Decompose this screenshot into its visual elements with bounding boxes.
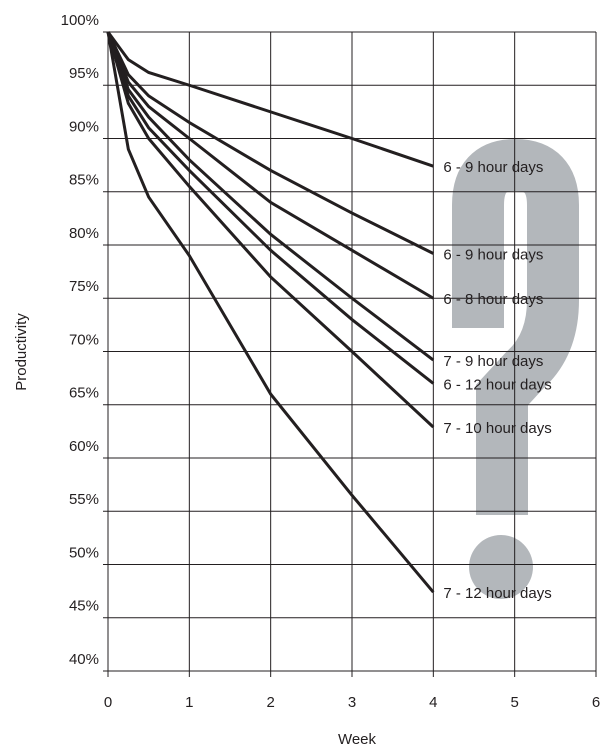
y-tick-label: 65% — [69, 385, 99, 402]
series-label: 6 - 12 hour days — [443, 376, 551, 393]
x-tick-label: 5 — [510, 694, 518, 711]
x-tick-label: 6 — [592, 694, 600, 711]
y-tick-label: 85% — [69, 172, 99, 189]
series-label: 6 - 8 hour days — [443, 291, 543, 308]
y-axis-label: Productivity — [13, 313, 30, 391]
x-tick-label: 4 — [429, 694, 437, 711]
y-tick-label: 60% — [69, 438, 99, 455]
series-line — [106, 31, 435, 594]
series-label: 6 - 9 hour days — [443, 159, 543, 176]
y-tick-label: 90% — [69, 118, 99, 135]
series-label: 6 - 9 hour days — [443, 246, 543, 263]
y-tick-label: 75% — [69, 278, 99, 295]
y-tick-label: 45% — [69, 598, 99, 615]
x-tick-label: 2 — [266, 694, 274, 711]
series-line — [106, 31, 435, 362]
series-label: 7 - 10 hour days — [443, 420, 551, 437]
series-line — [106, 31, 435, 255]
series-line — [106, 31, 434, 168]
x-axis-label: Week — [338, 731, 377, 748]
y-tick-label: 55% — [69, 491, 99, 508]
question-hook — [452, 138, 579, 515]
y-tick-label: 100% — [61, 12, 99, 29]
series-label: 7 - 12 hour days — [443, 585, 551, 602]
y-tick-label: 40% — [69, 651, 99, 668]
series-label: 7 - 9 hour days — [443, 353, 543, 370]
x-tick-label: 0 — [104, 694, 112, 711]
series-line — [106, 31, 435, 385]
question-mark — [452, 138, 579, 599]
question-dot — [469, 535, 533, 599]
y-tick-label: 70% — [69, 331, 99, 348]
series-line — [106, 31, 435, 429]
x-tick-label: 1 — [185, 694, 193, 711]
y-tick-label: 80% — [69, 225, 99, 242]
series-line — [106, 31, 435, 300]
y-tick-label: 95% — [69, 65, 99, 82]
x-tick-label: 3 — [348, 694, 356, 711]
y-tick-label: 50% — [69, 544, 99, 561]
